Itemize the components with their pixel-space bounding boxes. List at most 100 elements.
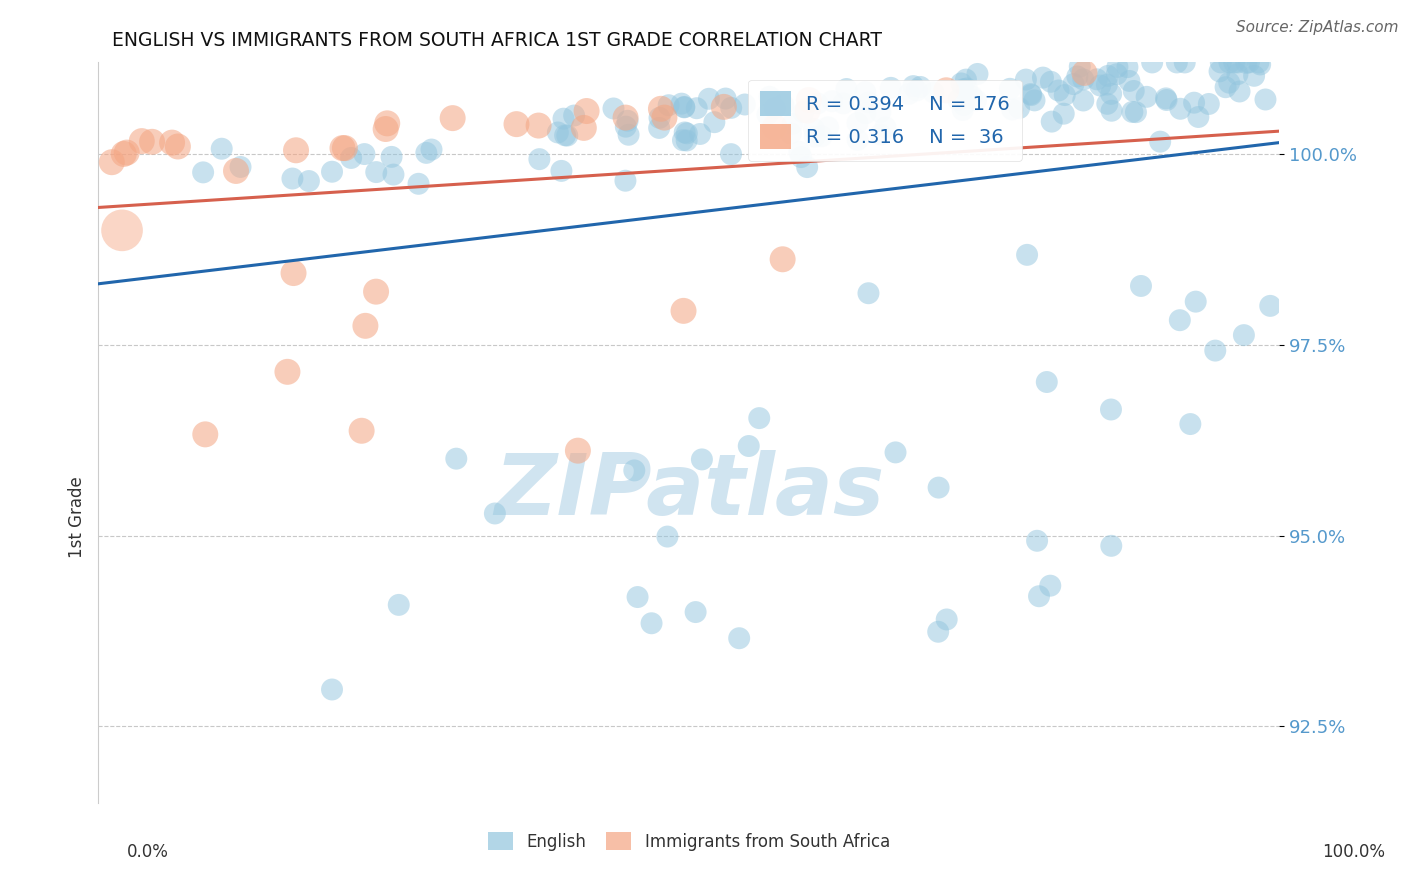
Point xyxy=(1122,84,1144,98)
Text: 1st Grade: 1st Grade xyxy=(69,476,86,558)
Point xyxy=(562,109,585,123)
Point xyxy=(903,79,925,94)
Point xyxy=(1085,72,1108,87)
Point xyxy=(446,451,468,466)
Point xyxy=(763,102,786,116)
Point xyxy=(832,96,855,111)
Point xyxy=(191,165,214,179)
Point xyxy=(956,81,979,95)
Point xyxy=(1071,94,1094,108)
Point xyxy=(1118,74,1140,88)
Point xyxy=(748,411,770,425)
Point xyxy=(111,223,134,237)
Point xyxy=(1097,96,1119,111)
Point xyxy=(1215,80,1237,95)
Point xyxy=(905,83,928,97)
Point xyxy=(935,612,957,626)
Point xyxy=(375,116,398,130)
Point xyxy=(955,72,977,87)
Point xyxy=(1099,402,1122,417)
Point xyxy=(333,141,356,155)
Point xyxy=(1156,93,1178,107)
Point xyxy=(616,113,638,128)
Point xyxy=(354,318,377,333)
Point xyxy=(1069,60,1091,74)
Point xyxy=(1121,104,1143,119)
Point xyxy=(673,100,696,114)
Point xyxy=(1036,375,1059,389)
Point xyxy=(690,452,713,467)
Point xyxy=(1017,248,1039,262)
Point xyxy=(897,87,920,101)
Point xyxy=(1097,69,1119,83)
Point xyxy=(415,145,437,160)
Point xyxy=(1099,539,1122,553)
Point xyxy=(763,120,786,134)
Point xyxy=(1249,57,1271,71)
Point xyxy=(298,174,321,188)
Point xyxy=(529,152,551,166)
Point xyxy=(1028,589,1050,603)
Point xyxy=(229,160,252,174)
Point xyxy=(1053,106,1076,120)
Point xyxy=(1187,110,1209,124)
Point xyxy=(321,165,343,179)
Point xyxy=(880,80,903,95)
Point xyxy=(1024,94,1046,108)
Point xyxy=(796,160,818,174)
Point xyxy=(858,286,880,301)
Text: Source: ZipAtlas.com: Source: ZipAtlas.com xyxy=(1236,20,1399,35)
Point xyxy=(141,135,163,149)
Point xyxy=(1019,88,1042,103)
Point xyxy=(281,171,304,186)
Point xyxy=(855,106,877,120)
Point xyxy=(728,631,751,645)
Point xyxy=(950,77,973,91)
Point xyxy=(131,134,153,148)
Point xyxy=(1204,343,1226,358)
Point xyxy=(1247,55,1270,70)
Point xyxy=(527,119,550,133)
Point xyxy=(1170,102,1192,116)
Point xyxy=(1226,55,1249,70)
Point xyxy=(780,127,803,141)
Point xyxy=(998,82,1021,96)
Point xyxy=(1184,294,1206,309)
Point xyxy=(374,122,396,136)
Point xyxy=(758,90,780,104)
Point xyxy=(617,128,640,142)
Point xyxy=(380,150,402,164)
Point xyxy=(927,624,949,639)
Point xyxy=(910,79,932,94)
Point xyxy=(697,92,720,106)
Text: 100.0%: 100.0% xyxy=(1322,843,1385,861)
Point xyxy=(714,91,737,105)
Point xyxy=(869,128,891,142)
Point xyxy=(1234,55,1257,70)
Point xyxy=(1226,67,1249,81)
Point xyxy=(366,165,388,179)
Point xyxy=(283,266,305,280)
Point xyxy=(966,67,988,81)
Point xyxy=(1223,55,1246,70)
Legend: English, Immigrants from South Africa: English, Immigrants from South Africa xyxy=(481,825,897,857)
Point xyxy=(1001,103,1024,117)
Point xyxy=(1116,60,1139,74)
Point xyxy=(1198,97,1220,112)
Point xyxy=(101,155,124,169)
Point xyxy=(194,427,217,442)
Point xyxy=(1180,417,1202,431)
Point xyxy=(713,100,735,114)
Point xyxy=(952,98,974,112)
Point xyxy=(420,143,443,157)
Point xyxy=(1062,77,1084,91)
Point xyxy=(388,598,411,612)
Point xyxy=(734,97,756,112)
Point xyxy=(572,120,595,135)
Point xyxy=(1154,91,1177,105)
Point xyxy=(654,111,676,125)
Point xyxy=(1174,55,1197,70)
Point xyxy=(382,168,405,182)
Point xyxy=(803,121,825,136)
Point xyxy=(782,117,804,131)
